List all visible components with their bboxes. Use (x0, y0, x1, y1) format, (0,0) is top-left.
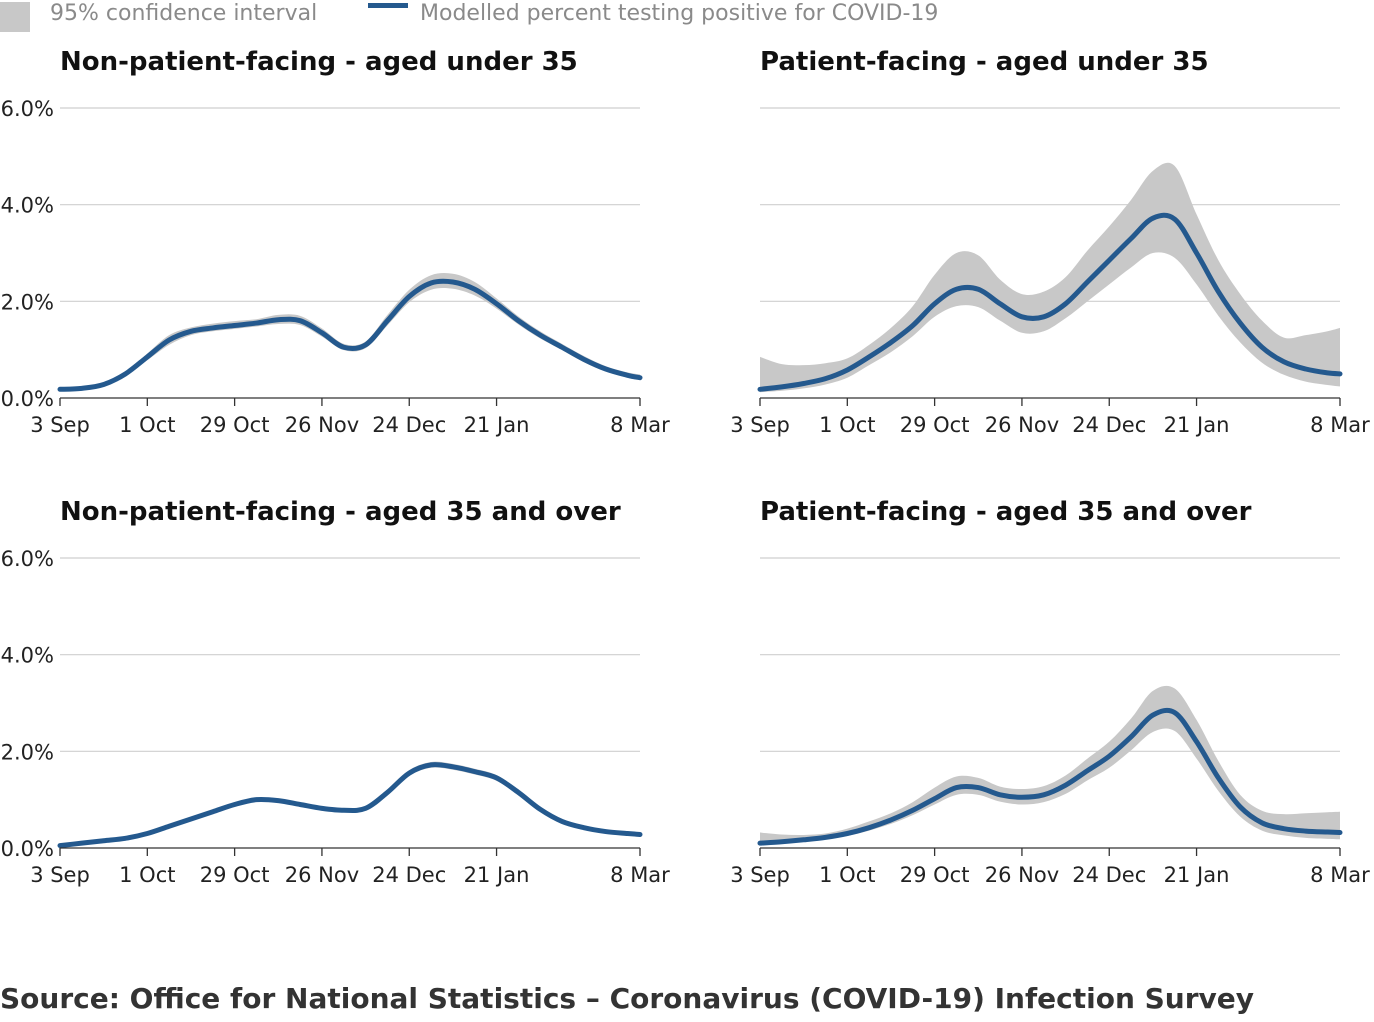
x-tick-label: 26 Nov (985, 413, 1059, 437)
confidence-interval-band (760, 162, 1340, 393)
modelled-line (757, 707, 1343, 846)
x-tick-label: 8 Mar (1310, 413, 1370, 437)
y-tick-label: 4.0% (1, 194, 54, 218)
x-tick-label: 29 Oct (900, 413, 970, 437)
x-tick-label: 1 Oct (119, 863, 175, 887)
confidence-interval-band (760, 685, 1340, 846)
panel-title: Non-patient-facing - aged 35 and over (60, 497, 621, 527)
x-tick-label: 21 Jan (1164, 413, 1230, 437)
x-tick-label: 26 Nov (985, 863, 1059, 887)
x-tick-label: 3 Sep (730, 863, 790, 887)
x-tick-label: 24 Dec (372, 863, 446, 887)
x-tick-label: 29 Oct (200, 413, 270, 437)
legend-line-label: Modelled percent testing positive for CO… (420, 1, 938, 26)
chart-panels: Non-patient-facing - aged under 35 0.0% 2.… (1, 47, 1371, 887)
x-tick-label: 3 Sep (30, 413, 90, 437)
chart-panel-1: Non-patient-facing - aged under 35 0.0% 2.… (1, 47, 671, 437)
y-tick-label: 6.0% (1, 97, 54, 121)
y-tick-label: 6.0% (1, 547, 54, 571)
chart-figure: 95% confidence interval Modelled percent… (0, 1, 1371, 887)
x-tick-label: 26 Nov (285, 413, 359, 437)
x-tick-label: 8 Mar (610, 863, 670, 887)
x-tick-label: 3 Sep (30, 863, 90, 887)
y-tick-label: 0.0% (1, 837, 54, 861)
x-tick-label: 8 Mar (1310, 863, 1370, 887)
panel-title: Patient-facing - aged under 35 (760, 47, 1209, 77)
chart-panel-3: Non-patient-facing - aged 35 and over 0.0… (1, 497, 671, 887)
x-tick-label: 3 Sep (730, 413, 790, 437)
chart-panel-2: Patient-facing - aged under 35 3 Sep 1 Oct… (730, 47, 1370, 437)
panel-title: Non-patient-facing - aged under 35 (60, 47, 578, 77)
source-note: Source: Office for National Statistics –… (0, 982, 1255, 1015)
y-tick-label: 2.0% (1, 290, 54, 314)
x-tick-label: 29 Oct (200, 863, 270, 887)
x-tick-label: 29 Oct (900, 863, 970, 887)
y-tick-label: 4.0% (1, 644, 54, 668)
x-tick-label: 21 Jan (464, 863, 530, 887)
x-tick-label: 24 Dec (1072, 413, 1146, 437)
legend-line-swatch (368, 3, 408, 8)
modelled-line (757, 212, 1343, 392)
x-tick-label: 1 Oct (819, 863, 875, 887)
chart-panel-4: Patient-facing - aged 35 and over 3 Sep 1 … (730, 497, 1370, 887)
legend-ci-label: 95% confidence interval (50, 1, 317, 26)
x-tick-label: 1 Oct (819, 413, 875, 437)
y-tick-label: 0.0% (1, 387, 54, 411)
x-tick-label: 8 Mar (610, 413, 670, 437)
panel-title: Patient-facing - aged 35 and over (760, 497, 1252, 527)
x-tick-label: 1 Oct (119, 413, 175, 437)
legend: 95% confidence interval Modelled percent… (0, 1, 938, 32)
modelled-line (57, 762, 643, 849)
x-tick-label: 21 Jan (464, 413, 530, 437)
y-tick-label: 2.0% (1, 740, 54, 764)
x-tick-label: 21 Jan (1164, 863, 1230, 887)
x-tick-label: 24 Dec (372, 413, 446, 437)
x-tick-label: 26 Nov (285, 863, 359, 887)
x-tick-label: 24 Dec (1072, 863, 1146, 887)
confidence-interval-band (60, 273, 640, 391)
legend-ci-swatch (0, 2, 30, 32)
modelled-line (57, 278, 643, 392)
